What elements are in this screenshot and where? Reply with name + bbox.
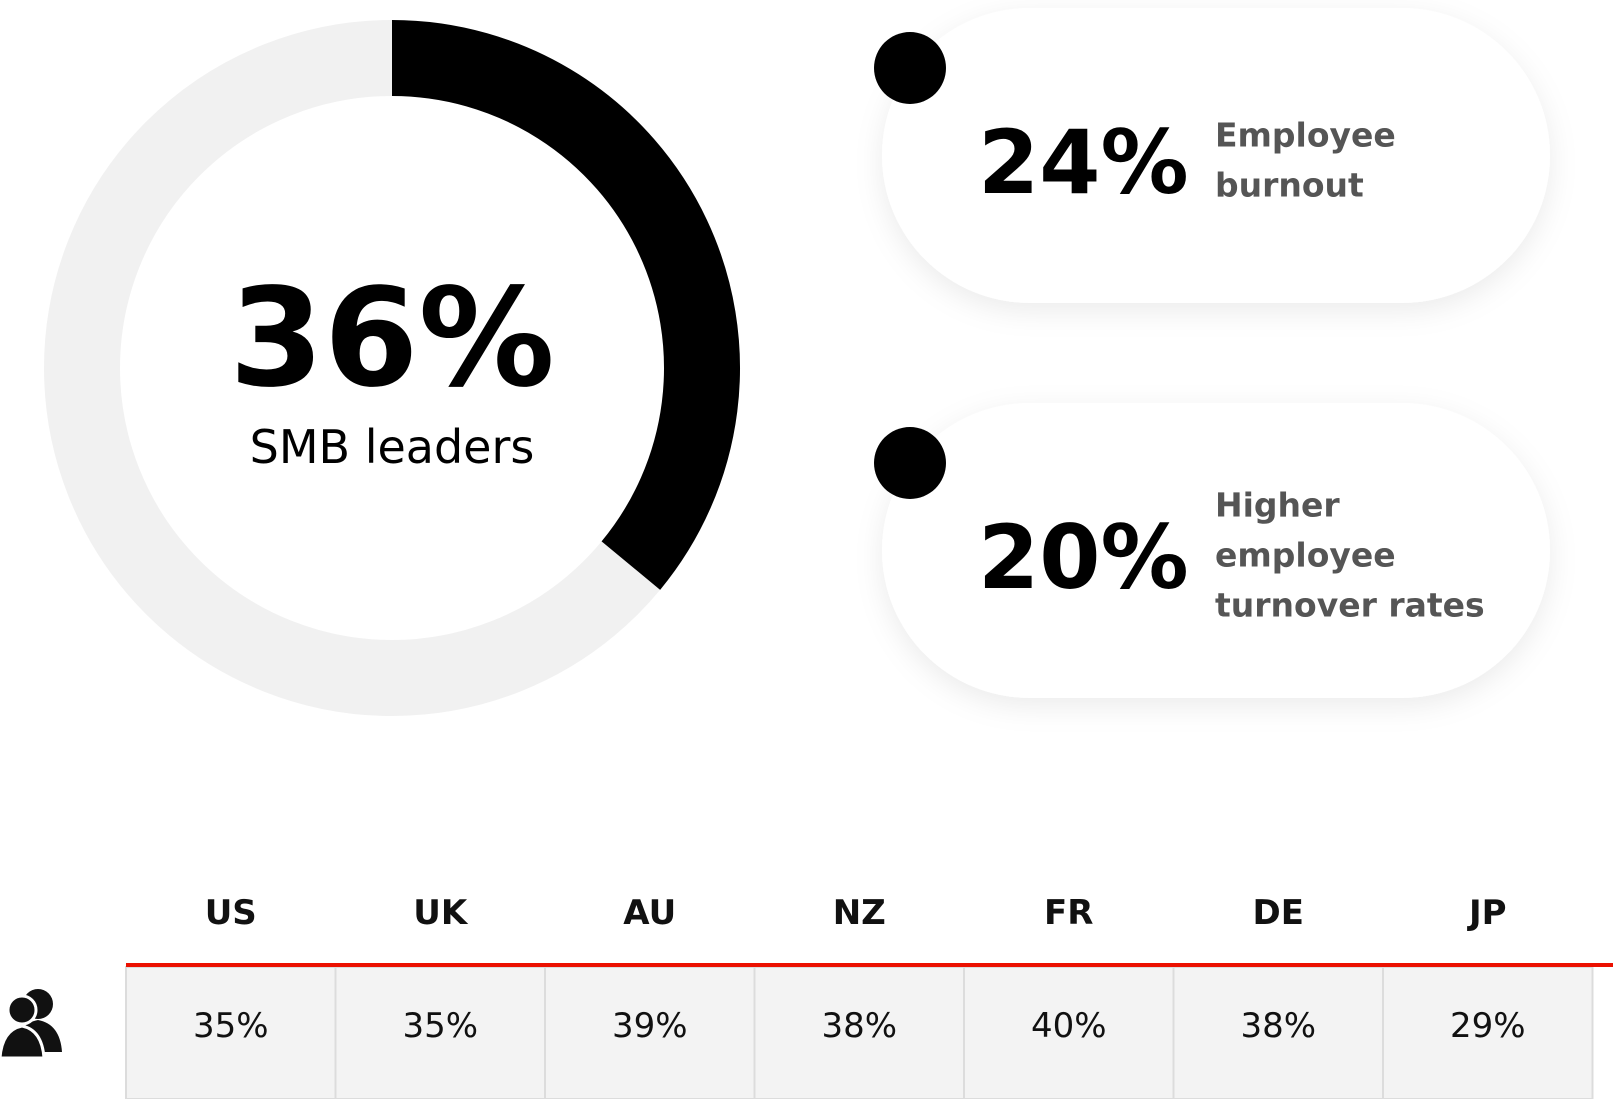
card-value: 20%	[978, 506, 1189, 609]
card-value: 24%	[978, 111, 1189, 214]
table-cell	[963, 966, 1175, 1099]
card-text: employee	[1215, 536, 1396, 575]
table-header: FR	[1044, 893, 1093, 933]
country-table: US UK AU NZ FR DE JP 35% 35% 39% 38% 40% 38% 29%	[125, 893, 1613, 1099]
table-cell-text: 38%	[1240, 1006, 1316, 1046]
card-text: turnover rates	[1215, 586, 1485, 625]
table-header: US	[205, 893, 257, 933]
table-cell-text: 40%	[1031, 1006, 1107, 1046]
table-cell-text: 29%	[1450, 1006, 1526, 1046]
table-cell-text: 38%	[821, 1006, 897, 1046]
donut-segment	[391, 20, 740, 590]
card	[882, 403, 1550, 698]
table-header: AU	[623, 893, 676, 933]
table-header: JP	[1467, 893, 1507, 933]
table-header: NZ	[833, 893, 886, 933]
table-cell-text: 35%	[193, 1006, 269, 1046]
table-cell-text: 39%	[612, 1006, 688, 1046]
table-cell	[1172, 966, 1384, 1099]
table-header-rule	[126, 963, 1613, 967]
card-text: Employee	[1215, 116, 1396, 155]
table-header: UK	[413, 893, 469, 933]
donut-value-label: 36%	[229, 260, 555, 418]
donut-caption: SMB leaders	[250, 420, 535, 474]
table-header: DE	[1253, 893, 1304, 933]
card-text: burnout	[1215, 166, 1364, 205]
table-cell-text: 35%	[402, 1006, 478, 1046]
card-dot	[874, 427, 946, 499]
stat-cards: 24% Employee burnout 20% Higher employee turno…	[874, 8, 1550, 698]
card	[882, 8, 1550, 303]
card-text: Higher	[1215, 486, 1340, 525]
people-icon	[0, 989, 62, 1060]
table-cell	[125, 966, 337, 1099]
card-dot	[874, 32, 946, 104]
donut-chart: 36%SMB leaders	[44, 20, 740, 716]
